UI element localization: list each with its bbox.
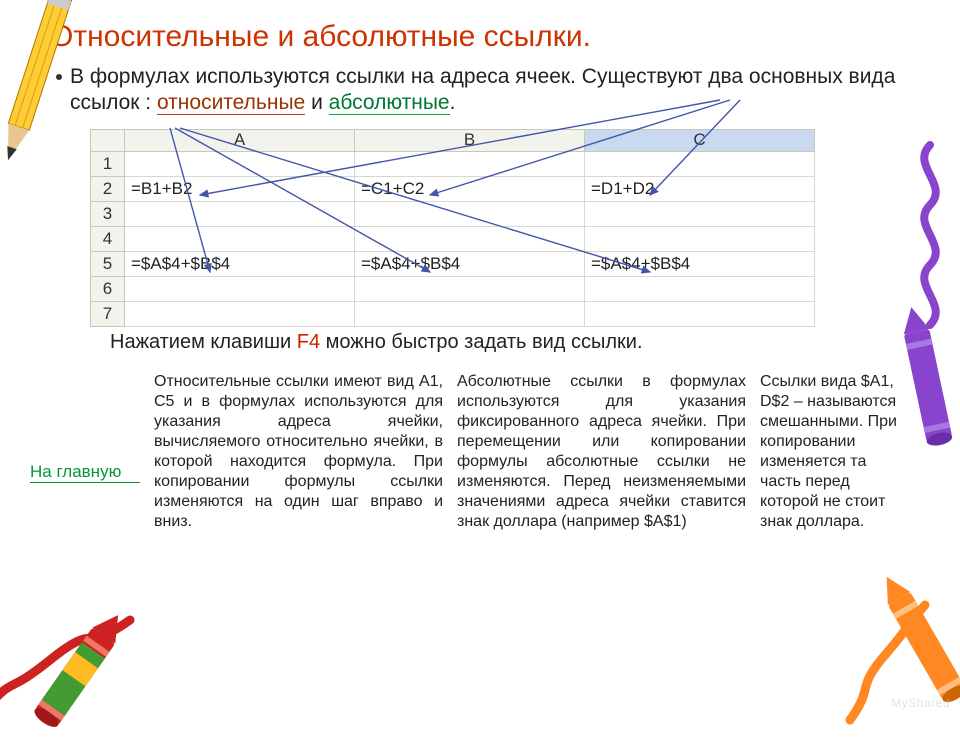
cell [125,301,355,326]
table-row: 7 [91,301,815,326]
table-row: 4 [91,226,815,251]
f4-post: можно быстро задать вид ссылки. [320,331,642,353]
link-absolute: абсолютные [329,91,450,115]
row-num: 1 [91,151,125,176]
col-header-b: B [355,129,585,151]
bullet-icon [56,74,62,80]
cell [355,276,585,301]
excel-table: A B C 1 2 =B1+B2 =C1+C2 =D1+D2 3 [90,129,815,327]
cell [355,201,585,226]
cell [355,226,585,251]
link-relative: относительные [157,91,305,115]
cell: =C1+C2 [355,176,585,201]
row-num: 6 [91,276,125,301]
corner-cell [91,129,125,151]
table-row: 1 [91,151,815,176]
cell [125,151,355,176]
f4-key: F4 [297,331,320,353]
row-num: 3 [91,201,125,226]
row-num: 2 [91,176,125,201]
cell [125,276,355,301]
cell: =$A$4+$B$4 [585,251,815,276]
cell [125,201,355,226]
cell [355,301,585,326]
table-row: 5 =$A$4+$B$4 =$A$4+$B$4 =$A$4+$B$4 [91,251,815,276]
cell: =$A$4+$B$4 [355,251,585,276]
row-num: 4 [91,226,125,251]
row-num: 5 [91,251,125,276]
cell: =$A$4+$B$4 [125,251,355,276]
slide-title: Относительные и абсолютные ссылки. [50,20,910,54]
col-absolute: Абсолютные ссылки в формулах используютс… [457,372,746,532]
col-header-c: C [585,129,815,151]
watermark: MyShared [891,696,950,710]
cell: =D1+D2 [585,176,815,201]
intro-text: В формулах используются ссылки на адреса… [70,64,900,117]
col-relative: Относительные ссылки имеют вид А1, С5 и … [154,372,443,532]
cell: =B1+B2 [125,176,355,201]
cell [585,226,815,251]
text-columns: На главную Относительные ссылки имеют ви… [50,372,910,532]
home-link[interactable]: На главную [30,462,140,483]
cell [125,226,355,251]
table-row: 3 [91,201,815,226]
col-mixed: Ссылки вида $A1, D$2 – называются смешан… [760,372,910,532]
f4-pre: Нажатием клавиши [110,331,297,353]
table-row: 2 =B1+B2 =C1+C2 =D1+D2 [91,176,815,201]
intro-mid: и [305,91,328,114]
excel-table-wrap: A B C 1 2 =B1+B2 =C1+C2 =D1+D2 3 [90,129,910,327]
intro-suffix: . [450,91,456,114]
f4-note: Нажатием клавиши F4 можно быстро задать … [110,331,910,354]
cell [585,201,815,226]
col-header-a: A [125,129,355,151]
cell [585,276,815,301]
cell [355,151,585,176]
cell [585,301,815,326]
cell [585,151,815,176]
table-row: 6 [91,276,815,301]
row-num: 7 [91,301,125,326]
